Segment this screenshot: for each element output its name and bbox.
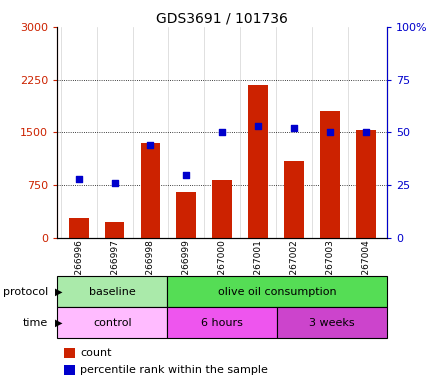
Bar xyxy=(64,365,75,376)
Text: 3 weeks: 3 weeks xyxy=(309,318,355,328)
Bar xyxy=(141,143,160,238)
Point xyxy=(362,129,369,136)
Bar xyxy=(57,276,167,307)
Bar xyxy=(284,161,304,238)
Point xyxy=(183,172,190,178)
Text: 6 hours: 6 hours xyxy=(201,318,243,328)
Bar xyxy=(69,218,88,238)
Text: olive oil consumption: olive oil consumption xyxy=(218,287,337,297)
Bar xyxy=(320,111,340,238)
Text: percentile rank within the sample: percentile rank within the sample xyxy=(81,365,268,375)
Bar xyxy=(167,276,387,307)
Bar xyxy=(248,84,268,238)
Bar xyxy=(356,130,376,238)
Text: control: control xyxy=(93,318,132,328)
Text: time: time xyxy=(23,318,48,328)
Bar xyxy=(167,307,277,338)
Point xyxy=(326,129,334,136)
Point xyxy=(147,142,154,148)
Bar xyxy=(213,180,232,238)
Point xyxy=(255,123,262,129)
Bar xyxy=(176,192,196,238)
Bar xyxy=(64,348,75,358)
Text: protocol: protocol xyxy=(3,287,48,297)
Point xyxy=(290,125,297,131)
Text: ▶: ▶ xyxy=(55,318,62,328)
Bar xyxy=(277,307,387,338)
Bar xyxy=(105,222,125,238)
Text: ▶: ▶ xyxy=(55,287,62,297)
Text: baseline: baseline xyxy=(89,287,136,297)
Point xyxy=(75,176,82,182)
Text: count: count xyxy=(81,348,112,358)
Point xyxy=(219,129,226,136)
Title: GDS3691 / 101736: GDS3691 / 101736 xyxy=(156,12,288,26)
Point xyxy=(111,180,118,186)
Bar xyxy=(57,307,167,338)
